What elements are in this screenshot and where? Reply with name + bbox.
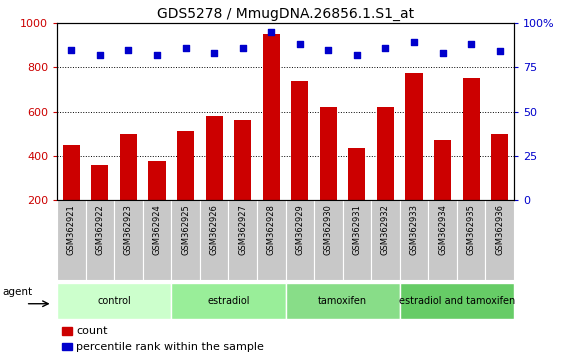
FancyBboxPatch shape	[286, 283, 400, 319]
FancyBboxPatch shape	[343, 200, 371, 280]
Bar	[491, 133, 508, 200]
Point	[152, 52, 162, 58]
Point	[495, 48, 504, 54]
FancyBboxPatch shape	[171, 200, 200, 280]
Point	[210, 50, 219, 56]
FancyBboxPatch shape	[400, 283, 514, 319]
Point	[67, 47, 76, 52]
Text: percentile rank within the sample: percentile rank within the sample	[77, 342, 264, 352]
Text: GSM362928: GSM362928	[267, 204, 276, 255]
FancyBboxPatch shape	[428, 200, 457, 280]
Bar	[91, 165, 108, 200]
Point	[352, 52, 361, 58]
Text: GSM362924: GSM362924	[152, 204, 162, 255]
FancyBboxPatch shape	[371, 200, 400, 280]
Text: GSM362922: GSM362922	[95, 204, 104, 255]
Text: estradiol and tamoxifen: estradiol and tamoxifen	[399, 296, 515, 306]
Bar	[463, 78, 480, 200]
FancyBboxPatch shape	[200, 200, 228, 280]
Text: GSM362931: GSM362931	[352, 204, 361, 255]
Text: GSM362930: GSM362930	[324, 204, 333, 255]
Point	[324, 47, 333, 52]
Text: estradiol: estradiol	[207, 296, 250, 306]
Bar	[263, 34, 280, 200]
Text: GSM362925: GSM362925	[181, 204, 190, 255]
FancyBboxPatch shape	[114, 200, 143, 280]
Text: GSM362927: GSM362927	[238, 204, 247, 255]
Point	[181, 45, 190, 51]
Text: GSM362932: GSM362932	[381, 204, 390, 255]
Point	[267, 29, 276, 35]
Text: GSM362923: GSM362923	[124, 204, 133, 255]
FancyBboxPatch shape	[57, 200, 86, 280]
Text: agent: agent	[3, 287, 33, 297]
Point	[295, 41, 304, 47]
Text: GSM362929: GSM362929	[295, 204, 304, 255]
FancyBboxPatch shape	[257, 200, 286, 280]
Bar	[434, 140, 451, 200]
Point	[409, 40, 419, 45]
Point	[438, 50, 447, 56]
Bar	[320, 107, 337, 200]
FancyBboxPatch shape	[457, 200, 485, 280]
Text: GSM362921: GSM362921	[67, 204, 76, 255]
Point	[467, 41, 476, 47]
Text: tamoxifen: tamoxifen	[318, 296, 367, 306]
Text: count: count	[77, 326, 108, 336]
Bar	[148, 161, 166, 200]
Bar	[62, 343, 72, 350]
Point	[124, 47, 133, 52]
Bar	[291, 80, 308, 200]
Bar	[405, 73, 423, 200]
Text: GSM362926: GSM362926	[210, 204, 219, 255]
FancyBboxPatch shape	[286, 200, 314, 280]
Bar	[206, 116, 223, 200]
Text: GSM362933: GSM362933	[409, 204, 419, 255]
Bar	[377, 107, 394, 200]
Bar	[177, 131, 194, 200]
FancyBboxPatch shape	[143, 200, 171, 280]
FancyBboxPatch shape	[485, 200, 514, 280]
Bar	[234, 120, 251, 200]
Bar	[62, 327, 72, 335]
Bar	[348, 148, 365, 200]
Point	[95, 52, 104, 58]
Title: GDS5278 / MmugDNA.26856.1.S1_at: GDS5278 / MmugDNA.26856.1.S1_at	[157, 7, 414, 21]
FancyBboxPatch shape	[228, 200, 257, 280]
Point	[381, 45, 390, 51]
FancyBboxPatch shape	[57, 283, 171, 319]
FancyBboxPatch shape	[400, 200, 428, 280]
Text: GSM362934: GSM362934	[438, 204, 447, 255]
FancyBboxPatch shape	[314, 200, 343, 280]
Text: GSM362935: GSM362935	[467, 204, 476, 255]
Text: control: control	[97, 296, 131, 306]
Text: GSM362936: GSM362936	[495, 204, 504, 255]
Bar	[120, 133, 137, 200]
Point	[238, 45, 247, 51]
FancyBboxPatch shape	[171, 283, 286, 319]
Bar	[63, 145, 80, 200]
FancyBboxPatch shape	[86, 200, 114, 280]
